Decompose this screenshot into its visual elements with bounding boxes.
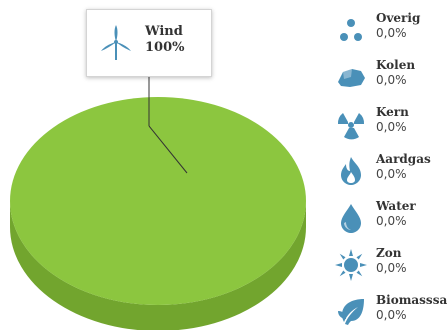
slice-tooltip: Wind 100% xyxy=(86,9,212,77)
coal-icon xyxy=(334,60,368,94)
sun-icon xyxy=(334,248,368,282)
legend-value: 0,0% xyxy=(376,26,407,40)
legend-item-zon[interactable]: Zon 0,0% xyxy=(334,244,448,291)
legend-label: Water xyxy=(376,199,416,213)
leaf-icon xyxy=(334,295,368,329)
legend-item-biomasssa[interactable]: Biomasssa 0,0% xyxy=(334,291,448,330)
pie-side-wall xyxy=(10,201,306,330)
legend-item-kolen[interactable]: Kolen 0,0% xyxy=(334,56,448,103)
water-drop-icon xyxy=(334,201,368,235)
legend-label: Kolen xyxy=(376,58,416,72)
legend-item-kern[interactable]: Kern 0,0% xyxy=(334,103,448,150)
tooltip-pointer-line-diagonal xyxy=(148,125,188,174)
tooltip-value: 100% xyxy=(145,40,185,55)
legend-label: Biomasssa xyxy=(376,293,448,307)
legend-label: Aardgas xyxy=(376,152,431,166)
legend-value: 0,0% xyxy=(376,73,407,87)
flame-icon xyxy=(334,154,368,188)
legend-value: 0,0% xyxy=(376,214,407,228)
legend-label: Kern xyxy=(376,105,409,119)
legend-item-overig[interactable]: Overig 0,0% xyxy=(334,9,448,56)
legend-item-aardgas[interactable]: Aardgas 0,0% xyxy=(334,150,448,197)
legend-value: 0,0% xyxy=(376,308,407,322)
wind-turbine-icon xyxy=(99,24,133,62)
pie-slice-wind[interactable] xyxy=(10,97,306,305)
pie-chart-plot xyxy=(10,97,306,330)
legend-value: 0,0% xyxy=(376,261,407,275)
legend: Overig 0,0% Kolen 0,0% xyxy=(334,9,448,330)
legend-item-water[interactable]: Water 0,0% xyxy=(334,197,448,244)
dots-icon xyxy=(334,13,368,47)
tooltip-label: Wind xyxy=(145,24,183,39)
legend-value: 0,0% xyxy=(376,167,407,181)
radiation-icon xyxy=(334,107,368,141)
legend-value: 0,0% xyxy=(376,120,407,134)
legend-label: Zon xyxy=(376,246,402,260)
legend-label: Overig xyxy=(376,11,421,25)
